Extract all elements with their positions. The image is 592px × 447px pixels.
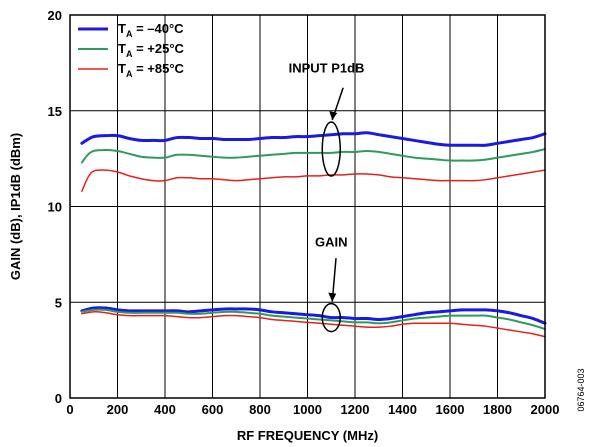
x-tick-label: 1800 bbox=[483, 402, 512, 417]
x-tick-label: 800 bbox=[249, 402, 271, 417]
legend-label: TA = –40°C bbox=[118, 21, 184, 39]
y-tick-label: 5 bbox=[55, 295, 62, 310]
series-line-2 bbox=[81, 169, 546, 192]
x-tick-label: 600 bbox=[202, 402, 224, 417]
legend-label: TA = +25°C bbox=[118, 41, 185, 59]
x-axis-title: RF FREQUENCY (MHz) bbox=[237, 428, 378, 443]
y-tick-label: 20 bbox=[48, 8, 62, 23]
annotation-ellipse bbox=[321, 121, 341, 177]
annotation-ellipse bbox=[321, 302, 341, 333]
series-line-3 bbox=[80, 306, 547, 325]
y-tick-label: 10 bbox=[48, 200, 62, 215]
y-tick-label: 15 bbox=[48, 104, 62, 119]
series-line-1 bbox=[80, 148, 546, 164]
annotation-arrowhead bbox=[329, 111, 338, 121]
series-line-5 bbox=[81, 311, 546, 338]
figure-id: 06764-003 bbox=[576, 368, 586, 411]
series-lines bbox=[80, 131, 547, 338]
annotation-gain: GAIN bbox=[315, 235, 348, 250]
legend: TA = –40°C TA = +25°C TA = +85°C bbox=[78, 21, 185, 79]
x-tick-label: 1200 bbox=[341, 402, 370, 417]
x-tick-label: 400 bbox=[154, 402, 176, 417]
x-tick-label: 1600 bbox=[436, 402, 465, 417]
annotations: INPUT P1dB GAIN bbox=[289, 60, 365, 333]
annotation-arrowhead bbox=[328, 292, 337, 302]
x-tick-label: 1400 bbox=[388, 402, 417, 417]
plot-frame bbox=[69, 14, 546, 399]
series-line-4 bbox=[80, 308, 546, 331]
series-line-0 bbox=[80, 131, 547, 147]
x-tick-label: 0 bbox=[66, 402, 73, 417]
x-tick-label: 1000 bbox=[293, 402, 322, 417]
y-axis-title: GAIN (dB), IP1dB (dBm) bbox=[8, 133, 23, 280]
tick-labels: 0 200 400 600 800 1000 1200 1400 1600 1800 2000 0 5 1… bbox=[48, 8, 560, 417]
x-tick-label: 200 bbox=[107, 402, 129, 417]
annotation-input-p1db: INPUT P1dB bbox=[289, 60, 365, 75]
y-tick-label: 0 bbox=[55, 391, 62, 406]
x-tick-label: 2000 bbox=[531, 402, 560, 417]
legend-label: TA = +85°C bbox=[118, 61, 185, 79]
